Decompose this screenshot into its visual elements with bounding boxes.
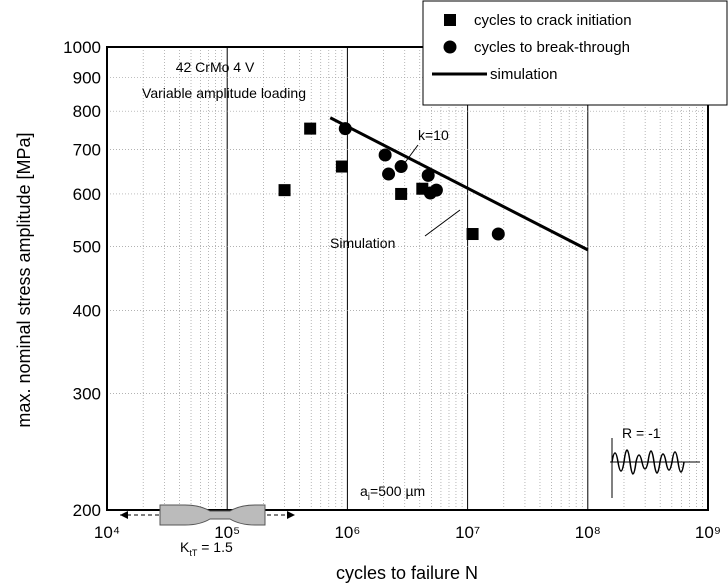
y-tick-label: 900: [73, 68, 101, 87]
grid: [106, 46, 709, 511]
y-tick-label: 300: [73, 384, 101, 403]
legend-label: cycles to break-through: [474, 39, 630, 56]
x-tick-label: 10⁹: [695, 523, 721, 542]
annotation: Variable amplitude loading: [142, 85, 306, 101]
y-tick-label: 700: [73, 141, 101, 160]
annotation-part: K: [180, 539, 190, 555]
square-marker: [278, 184, 291, 197]
annotation: ai=500 µm: [360, 483, 425, 503]
annotation: KtT = 1.5: [180, 539, 233, 558]
square-marker: [304, 122, 317, 135]
x-tick-label: 10⁸: [575, 523, 601, 542]
legend-label: cycles to crack initiation: [474, 12, 632, 29]
y-tick-label: 500: [73, 237, 101, 256]
annotation: R = -1: [622, 425, 661, 441]
circle-marker: [443, 40, 457, 54]
square-marker: [466, 228, 479, 241]
y-tick-label: 800: [73, 102, 101, 121]
circle-marker: [382, 167, 396, 181]
pointer: [397, 144, 419, 173]
annotation-part: tT: [189, 548, 198, 558]
square-marker: [335, 160, 348, 173]
legend-label: simulation: [490, 66, 558, 83]
y-tick-label: 1000: [63, 38, 101, 57]
waveform-icon: [610, 438, 700, 498]
annotation-part: = 1.5: [197, 539, 233, 555]
annotation: 42 CrMo 4 V: [176, 59, 255, 75]
y-tick-label: 600: [73, 185, 101, 204]
x-tick-label: 10⁴: [94, 523, 120, 542]
annotation-part: i: [368, 492, 370, 503]
annotation-part: a: [360, 483, 368, 499]
square-marker: [395, 187, 408, 200]
y-tick-label: 400: [73, 302, 101, 321]
y-tick-label: 200: [73, 501, 101, 520]
pointer: [424, 209, 461, 237]
annotation: Simulation: [330, 235, 395, 251]
marks: [278, 116, 589, 252]
x-tick-label: 10⁶: [334, 523, 360, 542]
legend-box: [422, 0, 728, 106]
square-marker: [444, 14, 456, 26]
circle-marker: [421, 168, 435, 182]
simulation-line: [329, 116, 589, 252]
y-axis-label: max. nominal stress amplitude [MPa]: [14, 132, 34, 427]
annotation-part: =500 µm: [370, 483, 425, 499]
x-tick-label: 10⁵: [214, 523, 240, 542]
x-tick-label: 10⁷: [455, 523, 480, 542]
circle-marker: [429, 183, 443, 197]
annotation: k=10: [418, 127, 449, 143]
legend: cycles to crack initiation cycles to brea…: [422, 0, 728, 106]
specimen-icon: [120, 504, 295, 526]
circle-marker: [491, 227, 505, 241]
plot-frame: [106, 46, 709, 511]
circle-marker: [378, 148, 392, 162]
x-axis-label: cycles to failure N: [336, 563, 478, 583]
